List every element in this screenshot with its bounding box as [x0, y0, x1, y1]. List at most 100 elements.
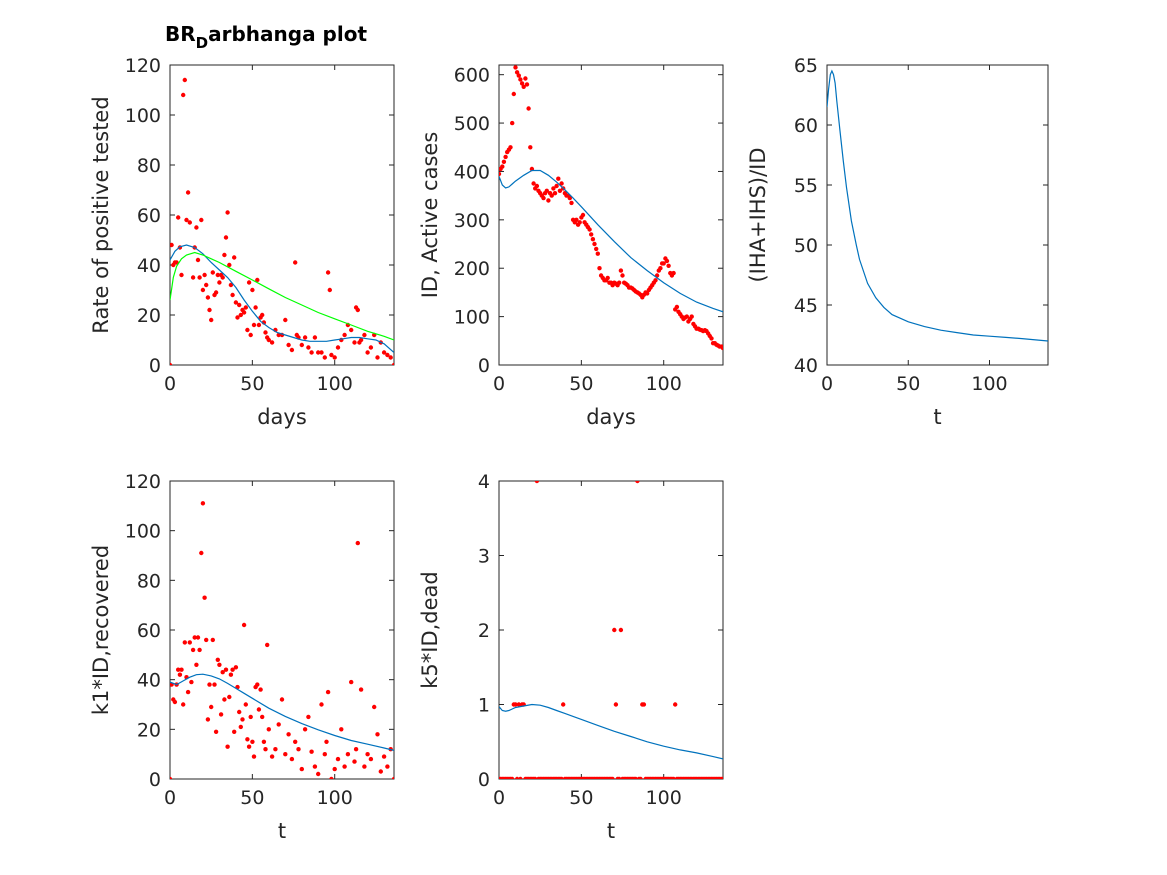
x-tick-label: 100 — [971, 373, 1007, 395]
data-point — [352, 340, 357, 345]
data-point — [388, 355, 393, 360]
data-point — [322, 355, 327, 360]
data-point — [210, 637, 215, 643]
data-point — [279, 697, 285, 702]
data-point — [172, 699, 178, 705]
data-point — [511, 91, 516, 97]
x-tick-label: 100 — [317, 787, 353, 809]
data-point — [289, 756, 295, 762]
data-point — [378, 769, 383, 774]
data-point — [246, 280, 252, 285]
data-point — [391, 362, 394, 365]
data-point — [658, 266, 663, 271]
y-tick-label: 0 — [478, 355, 490, 377]
data-point — [720, 776, 723, 779]
data-point — [245, 737, 250, 742]
y-axis-label: k1*ID,recovered — [89, 545, 113, 715]
x-tick-label: 0 — [164, 373, 176, 395]
series-line-2 — [170, 251, 394, 341]
data-point — [296, 747, 301, 752]
data-point — [260, 714, 265, 720]
y-tick-label: 100 — [125, 521, 161, 543]
data-point — [355, 307, 360, 313]
data-point — [217, 662, 222, 667]
data-point — [510, 776, 515, 779]
data-point — [181, 702, 186, 707]
data-point — [209, 704, 214, 710]
data-point — [329, 352, 334, 358]
data-point — [324, 739, 329, 744]
data-point — [215, 272, 220, 278]
data-point — [316, 771, 321, 777]
data-point — [342, 332, 347, 338]
data-point — [230, 667, 235, 672]
data-point — [207, 682, 212, 687]
data-point — [194, 225, 199, 230]
data-point — [508, 145, 513, 150]
data-point — [273, 747, 278, 752]
data-point — [325, 270, 331, 275]
data-point — [266, 337, 271, 343]
data-point — [256, 322, 262, 328]
data-point — [199, 550, 204, 556]
y-tick-label: 45 — [794, 295, 818, 317]
data-point — [223, 667, 229, 672]
data-point — [228, 282, 234, 288]
data-point — [653, 278, 658, 283]
data-point — [671, 270, 676, 276]
data-point — [200, 287, 206, 293]
data-point — [181, 92, 186, 98]
data-point — [204, 282, 209, 288]
data-point — [205, 717, 211, 722]
data-point — [269, 340, 275, 345]
data-point — [521, 84, 526, 90]
data-point — [567, 195, 572, 201]
data-point — [237, 709, 242, 715]
data-point — [633, 776, 638, 779]
data-point — [213, 729, 219, 734]
data-point — [541, 195, 546, 201]
data-point — [256, 707, 262, 712]
data-point — [612, 627, 617, 633]
y-tick-label: 60 — [137, 620, 161, 642]
data-point — [261, 739, 267, 744]
data-point — [176, 215, 181, 220]
data-point — [176, 667, 181, 672]
data-point — [349, 327, 354, 333]
y-tick-label: 100 — [125, 105, 161, 127]
y-tick-label: 55 — [794, 175, 818, 197]
y-axis-label: (IHA+IHS)/ID — [746, 147, 770, 282]
data-point — [618, 268, 624, 273]
data-point — [551, 186, 556, 191]
subplot-p4: 0 50 100 0 20 40 60 80 100 120 t k1*ID,recovered — [89, 471, 395, 843]
data-point — [233, 665, 239, 670]
data-point — [312, 764, 318, 769]
plot-area — [170, 77, 394, 365]
data-point — [266, 727, 271, 732]
y-tick-label: 0 — [478, 769, 490, 791]
data-point — [638, 776, 643, 779]
data-point — [552, 191, 558, 196]
y-tick-label: 40 — [137, 670, 161, 692]
series-line-1 — [170, 244, 394, 353]
data-point — [189, 679, 194, 685]
data-point — [365, 752, 370, 757]
data-point — [309, 749, 314, 754]
data-point — [689, 314, 694, 319]
subplot-p2: 0 50 100 0 100 200 300 400 500 600 days ID, Active … — [418, 64, 724, 429]
data-point — [299, 342, 304, 348]
data-point — [225, 210, 230, 215]
data-point — [385, 764, 390, 769]
data-point — [372, 704, 377, 710]
data-point — [248, 714, 253, 720]
plot-area — [499, 65, 723, 351]
data-point — [510, 120, 515, 126]
data-point — [353, 747, 359, 752]
data-point — [645, 291, 650, 296]
data-point — [684, 314, 689, 319]
data-point — [182, 77, 187, 83]
data-point — [569, 200, 574, 206]
data-point — [661, 261, 666, 266]
data-point — [358, 687, 364, 692]
